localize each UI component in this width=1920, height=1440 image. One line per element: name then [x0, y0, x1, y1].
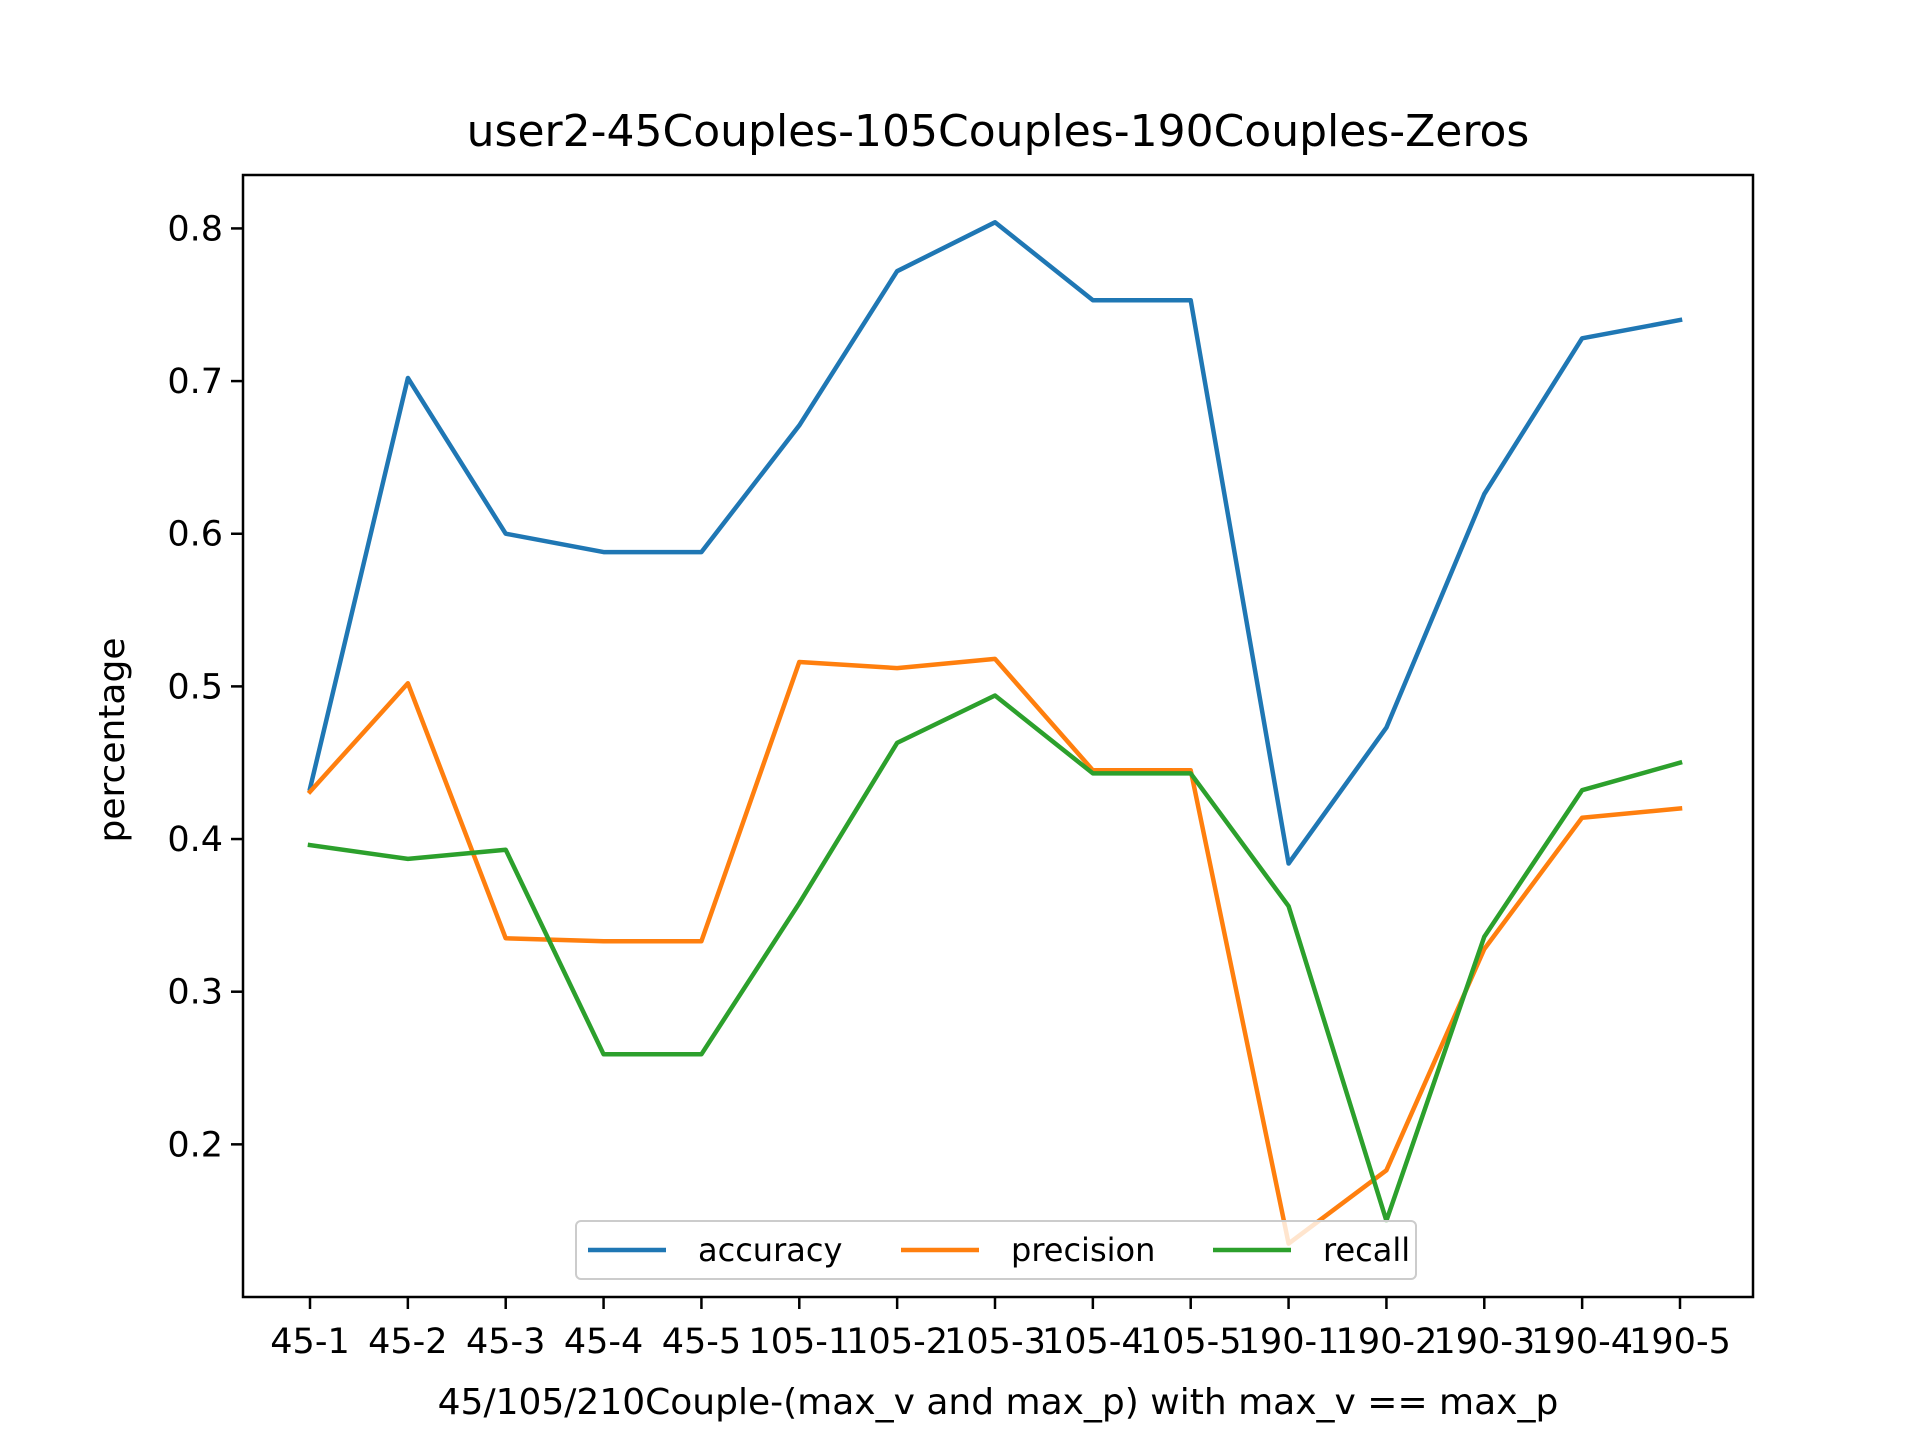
y-tick-label: 0.8: [167, 209, 223, 249]
chart-title: user2-45Couples-105Couples-190Couples-Ze…: [467, 106, 1530, 157]
x-tick-label: 105-2: [846, 1322, 948, 1362]
series-line-precision: [306, 656, 1683, 1246]
legend-label-recall: recall: [1323, 1231, 1410, 1269]
x-tick-label: 45-5: [662, 1322, 741, 1362]
y-tick-label: 0.7: [167, 362, 223, 402]
series-line-recall: [307, 693, 1683, 1223]
y-tick-label: 0.4: [167, 820, 223, 860]
plot-area: 0.2 0.3 0.4 0.5 0.6 0.7 0.8 45-1 45-2 45-3 45-4 45-…: [167, 173, 1755, 1362]
x-tick-label: 105-4: [1042, 1322, 1144, 1362]
x-tick-label: 190-1: [1238, 1322, 1340, 1362]
x-tick-label: 190-2: [1336, 1322, 1438, 1362]
x-tick-label: 45-3: [466, 1322, 545, 1362]
x-tick-label: 45-2: [368, 1322, 447, 1362]
x-tick-label: 45-4: [564, 1322, 643, 1362]
y-tick-label: 0.2: [167, 1125, 223, 1165]
x-tick-label: 190-3: [1433, 1322, 1535, 1362]
y-tick-label: 0.5: [167, 667, 223, 707]
legend-box: [575, 1220, 1417, 1280]
series-line-accuracy: [307, 220, 1683, 866]
y-tick-label: 0.3: [167, 973, 223, 1013]
legend-label-precision: precision: [1011, 1231, 1155, 1269]
legend-label-accuracy: accuracy: [698, 1231, 842, 1269]
x-tick-label: 190-5: [1629, 1322, 1731, 1362]
y-tick-label: 0.6: [167, 515, 223, 555]
x-axis-label: 45/105/210Couple-(max_v and max_p) with …: [438, 1382, 1559, 1423]
x-tick-label: 190-4: [1531, 1322, 1633, 1362]
x-tick-label: 105-1: [748, 1322, 850, 1362]
x-tick-label: 45-1: [270, 1322, 349, 1362]
y-axis-label: percentage: [92, 638, 133, 843]
plot-frame: [241, 173, 1755, 1299]
x-tick-label: 105-5: [1140, 1322, 1242, 1362]
x-tick-label: 105-3: [944, 1322, 1046, 1362]
